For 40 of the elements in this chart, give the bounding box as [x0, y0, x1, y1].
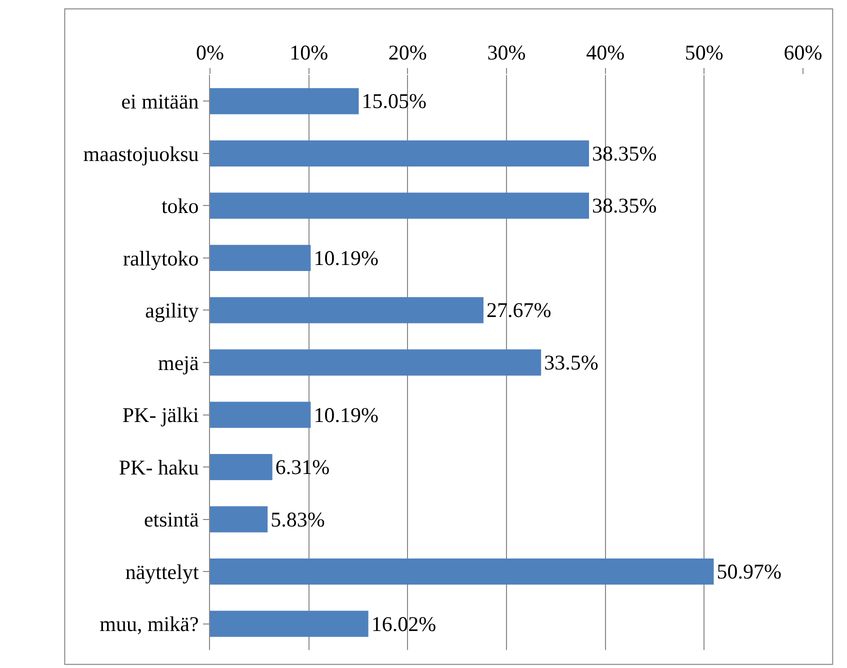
data-label: 27.67%: [486, 298, 552, 322]
y-tick-label: agility: [145, 298, 200, 323]
data-label: 33.5%: [544, 350, 598, 374]
data-label: 50.97%: [716, 560, 782, 584]
y-tick-label: näyttelyt: [125, 560, 199, 584]
x-tick-label: 50%: [684, 40, 724, 65]
data-label: 10.19%: [314, 246, 378, 270]
y-tick-label: toko: [161, 194, 199, 218]
y-tick-label: rallytoko: [122, 246, 199, 270]
bar: [210, 297, 484, 324]
x-tick-label: 20%: [388, 40, 427, 65]
x-tick-label: 10%: [290, 40, 328, 65]
x-tick-label: 30%: [487, 40, 526, 65]
data-label: 16.02%: [371, 612, 436, 636]
bar: [210, 506, 268, 532]
bar: [210, 610, 368, 637]
data-label: 10.19%: [314, 402, 378, 427]
bar: [210, 402, 311, 428]
x-tick-label: 40%: [586, 40, 625, 65]
y-tick-label: mejä: [158, 350, 200, 375]
bar: [210, 88, 359, 114]
y-tick-label: PK- jälki: [122, 403, 199, 428]
data-label: 38.35%: [592, 194, 657, 218]
bar: [210, 558, 714, 585]
data-label: 15.05%: [362, 89, 426, 114]
bar: [210, 349, 542, 376]
y-tick-label: etsintä: [144, 508, 200, 532]
bar: [210, 454, 272, 480]
y-tick-label: ei mitään: [121, 89, 200, 114]
x-tick-label: 0%: [196, 40, 224, 65]
data-label: 6.31%: [275, 455, 330, 480]
x-tick-label: 60%: [784, 40, 822, 65]
data-label: 5.83%: [270, 507, 325, 532]
y-tick-label: PK- haku: [118, 455, 200, 480]
y-tick-label: muu, mikä?: [100, 612, 199, 636]
data-label: 38.35%: [592, 141, 657, 166]
bar: [210, 140, 590, 166]
bar: [210, 192, 590, 219]
bar: [210, 244, 311, 272]
y-tick-label: maastojuoksu: [83, 142, 200, 166]
